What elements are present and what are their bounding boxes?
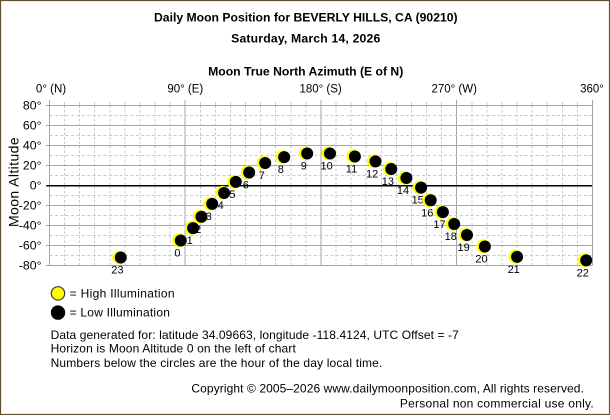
svg-text:= High Illumination: = High Illumination: [70, 287, 175, 301]
svg-text:Moon True North Azimuth (E of: Moon True North Azimuth (E of N): [208, 64, 403, 78]
svg-text:4: 4: [218, 200, 224, 212]
svg-text:Data generated for: latitude 3: Data generated for: latitude 34.09663, l…: [51, 328, 459, 342]
svg-text:Moon Altitude: Moon Altitude: [6, 137, 22, 227]
svg-text:Numbers below the circles are: Numbers below the circles are the hour o…: [51, 356, 383, 370]
svg-text:6: 6: [243, 180, 249, 192]
svg-text:22: 22: [577, 267, 589, 279]
svg-text:1: 1: [187, 235, 193, 247]
svg-text:0: 0: [174, 248, 180, 260]
svg-text:17: 17: [433, 219, 445, 231]
svg-text:3: 3: [206, 211, 212, 223]
svg-text:19: 19: [457, 242, 469, 254]
svg-text:Daily Moon Position for BEVERL: Daily Moon Position for BEVERLY HILLS, C…: [154, 11, 458, 25]
svg-text:16: 16: [421, 207, 433, 219]
svg-text:5: 5: [229, 189, 235, 201]
svg-text:= Low Illumination: = Low Illumination: [70, 306, 171, 320]
svg-text:8: 8: [278, 164, 284, 176]
svg-text:18: 18: [445, 231, 457, 243]
svg-text:2: 2: [195, 224, 201, 236]
svg-text:0°: 0°: [30, 179, 42, 193]
svg-text:0° (N): 0° (N): [36, 84, 66, 96]
svg-text:11: 11: [346, 164, 357, 176]
svg-text:60°: 60°: [23, 119, 42, 133]
svg-text:23: 23: [111, 265, 123, 277]
svg-text:Personal non commercial use on: Personal non commercial use only.: [400, 397, 594, 411]
svg-text:9: 9: [301, 161, 307, 173]
svg-text:7: 7: [259, 170, 265, 182]
svg-text:-60°: -60°: [19, 239, 42, 253]
svg-text:20: 20: [475, 254, 487, 266]
svg-text:80°: 80°: [23, 99, 42, 113]
svg-text:14: 14: [397, 185, 409, 197]
svg-text:Saturday, March 14, 2026: Saturday, March 14, 2026: [231, 31, 380, 45]
svg-text:21: 21: [508, 264, 520, 276]
svg-text:270° (W): 270° (W): [431, 84, 477, 96]
svg-text:Horizon is Moon Altitude 0 on: Horizon is Moon Altitude 0 on the left o…: [51, 342, 297, 356]
svg-text:180° (S): 180° (S): [299, 84, 341, 96]
svg-text:-20°: -20°: [19, 199, 42, 213]
svg-text:40°: 40°: [23, 139, 42, 153]
svg-text:13: 13: [382, 176, 394, 188]
svg-text:360°: 360°: [580, 84, 604, 96]
svg-text:90° (E): 90° (E): [167, 84, 203, 96]
svg-text:-40°: -40°: [19, 219, 42, 233]
svg-text:20°: 20°: [23, 159, 42, 173]
svg-text:15: 15: [412, 195, 424, 207]
svg-text:-80°: -80°: [19, 259, 42, 273]
svg-text:10: 10: [320, 161, 332, 173]
svg-text:12: 12: [366, 168, 378, 180]
svg-text:Copyright © 2005–2026 www.dail: Copyright © 2005–2026 www.dailymoonposit…: [191, 381, 584, 395]
